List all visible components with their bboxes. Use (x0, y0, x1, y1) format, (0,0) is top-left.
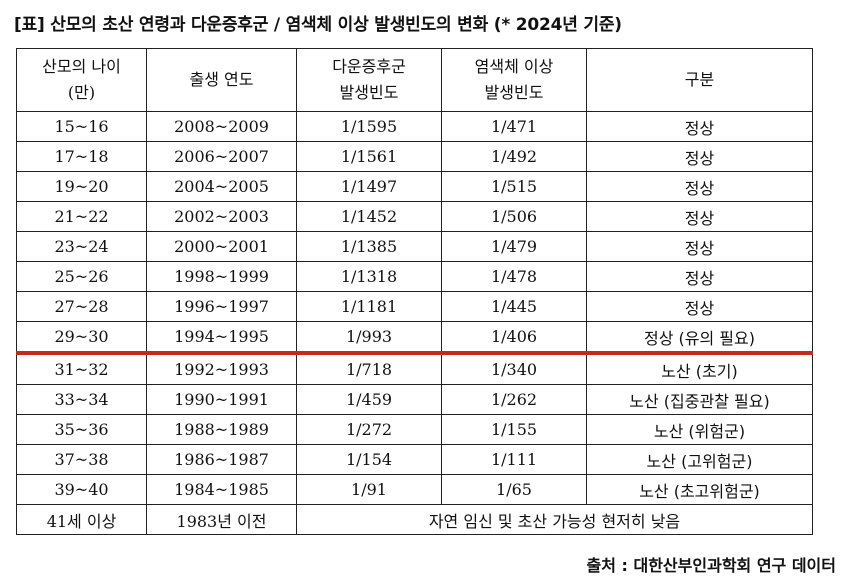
cell-chromosomal: 1/262 (441, 384, 587, 415)
cell-category: 노산 (초기) (586, 351, 813, 385)
header-chromosomal: 염색체 이상 발생빈도 (441, 48, 587, 112)
table-row: 33~34 1990~1991 1/459 1/262 노산 (집중관찰 필요) (16, 384, 813, 415)
cell-age: 37~38 (16, 444, 147, 475)
cell-birth-year: 2000~2001 (146, 231, 297, 262)
table-row: 35~36 1988~1989 1/272 1/155 노산 (위험군) (16, 414, 813, 445)
table-header-row: 산모의 나이 (만) 출생 연도 다운증후군 발생빈도 염색체 이상 발생빈도 … (16, 48, 813, 112)
cell-birth-year: 1984~1985 (146, 474, 297, 505)
table-row: 27~28 1996~1997 1/1181 1/445 정상 (16, 291, 813, 322)
cell-birth-year: 1992~1993 (146, 351, 297, 385)
cell-down-syndrome: 1/1595 (296, 111, 442, 142)
header-category: 구분 (586, 48, 813, 112)
cell-down-syndrome: 1/1561 (296, 141, 442, 172)
table-row: 23~24 2000~2001 1/1385 1/479 정상 (16, 231, 813, 262)
table-row: 29~30 1994~1995 1/993 1/406 정상 (유의 필요) (16, 321, 813, 355)
data-table: 산모의 나이 (만) 출생 연도 다운증후군 발생빈도 염색체 이상 발생빈도 … (16, 48, 813, 535)
cell-chromosomal: 1/155 (441, 414, 587, 445)
cell-category: 정상 (586, 261, 813, 292)
cell-birth-year: 2006~2007 (146, 141, 297, 172)
cell-age: 23~24 (16, 231, 147, 262)
table-row: 19~20 2004~2005 1/1497 1/515 정상 (16, 171, 813, 202)
cell-chromosomal: 1/478 (441, 261, 587, 292)
table-row: 25~26 1998~1999 1/1318 1/478 정상 (16, 261, 813, 292)
table-body: 15~16 2008~2009 1/1595 1/471 정상 17~18 2006~200… (16, 111, 813, 535)
cell-down-syndrome: 1/272 (296, 414, 442, 445)
cell-age: 25~26 (16, 261, 147, 292)
cell-birth-year: 1983년 이전 (146, 504, 297, 535)
cell-down-syndrome: 1/1497 (296, 171, 442, 202)
cell-birth-year: 1990~1991 (146, 384, 297, 415)
cell-category: 정상 (유의 필요) (586, 321, 813, 355)
cell-birth-year: 1994~1995 (146, 321, 297, 355)
cell-birth-year: 2008~2009 (146, 111, 297, 142)
source-note: 출처 : 대한산부인과학회 연구 데이터 (586, 556, 836, 575)
cell-category: 노산 (위험군) (586, 414, 813, 445)
header-age: 산모의 나이 (만) (16, 48, 147, 112)
cell-age: 39~40 (16, 474, 147, 505)
cell-category: 정상 (586, 291, 813, 322)
table-row: 15~16 2008~2009 1/1595 1/471 정상 (16, 111, 813, 142)
cell-down-syndrome: 1/91 (296, 474, 442, 505)
table-row: 21~22 2002~2003 1/1452 1/506 정상 (16, 201, 813, 232)
cell-down-syndrome: 1/993 (296, 321, 442, 355)
cell-down-syndrome: 1/1181 (296, 291, 442, 322)
cell-down-syndrome: 1/1452 (296, 201, 442, 232)
cell-category: 정상 (586, 141, 813, 172)
table-title: [표] 산모의 초산 연령과 다운증후군 / 염색체 이상 발생빈도의 변화 (… (14, 15, 622, 35)
cell-chromosomal: 1/515 (441, 171, 587, 202)
cell-chromosomal: 1/111 (441, 444, 587, 475)
cell-down-syndrome: 1/459 (296, 384, 442, 415)
cell-down-syndrome: 1/1385 (296, 231, 442, 262)
cell-birth-year: 1996~1997 (146, 291, 297, 322)
cell-age: 15~16 (16, 111, 147, 142)
cell-chromosomal: 1/506 (441, 201, 587, 232)
table-row-last: 41세 이상 1983년 이전 자연 임신 및 초산 가능성 현저히 낮음 (16, 504, 813, 535)
cell-category: 정상 (586, 111, 813, 142)
table-row: 31~32 1992~1993 1/718 1/340 노산 (초기) (16, 351, 813, 385)
cell-age: 41세 이상 (16, 504, 147, 535)
cell-category: 정상 (586, 171, 813, 202)
cell-birth-year: 2002~2003 (146, 201, 297, 232)
cell-down-syndrome: 1/718 (296, 351, 442, 385)
table-row: 39~40 1984~1985 1/91 1/65 노산 (초고위험군) (16, 474, 813, 505)
cell-age: 21~22 (16, 201, 147, 232)
cell-chromosomal: 1/340 (441, 351, 587, 385)
cell-birth-year: 1998~1999 (146, 261, 297, 292)
cell-down-syndrome: 1/154 (296, 444, 442, 475)
cell-chromosomal: 1/492 (441, 141, 587, 172)
cell-chromosomal: 1/406 (441, 321, 587, 355)
header-down-syndrome: 다운증후군 발생빈도 (296, 48, 442, 112)
cell-category: 노산 (고위험군) (586, 444, 813, 475)
cell-note: 자연 임신 및 초산 가능성 현저히 낮음 (296, 504, 813, 535)
cell-age: 27~28 (16, 291, 147, 322)
cell-age: 29~30 (16, 321, 147, 355)
cell-category: 노산 (초고위험군) (586, 474, 813, 505)
cell-birth-year: 1986~1987 (146, 444, 297, 475)
cell-chromosomal: 1/65 (441, 474, 587, 505)
cell-birth-year: 1988~1989 (146, 414, 297, 445)
cell-age: 19~20 (16, 171, 147, 202)
cell-age: 17~18 (16, 141, 147, 172)
header-birth-year: 출생 연도 (146, 48, 297, 112)
cell-category: 정상 (586, 231, 813, 262)
cell-age: 31~32 (16, 351, 147, 385)
table-row: 17~18 2006~2007 1/1561 1/492 정상 (16, 141, 813, 172)
cell-down-syndrome: 1/1318 (296, 261, 442, 292)
cell-age: 33~34 (16, 384, 147, 415)
table-row: 37~38 1986~1987 1/154 1/111 노산 (고위험군) (16, 444, 813, 475)
cell-chromosomal: 1/471 (441, 111, 587, 142)
cell-category: 정상 (586, 201, 813, 232)
cell-chromosomal: 1/479 (441, 231, 587, 262)
cell-category: 노산 (집중관찰 필요) (586, 384, 813, 415)
cell-age: 35~36 (16, 414, 147, 445)
cell-birth-year: 2004~2005 (146, 171, 297, 202)
cell-chromosomal: 1/445 (441, 291, 587, 322)
